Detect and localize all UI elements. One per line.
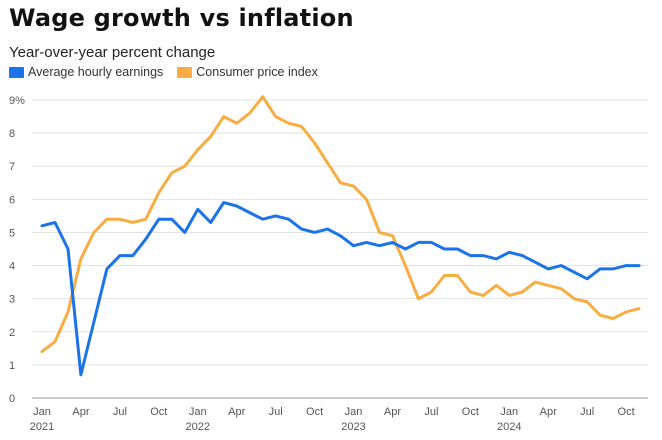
- x-tick-year-label: 2022: [186, 421, 210, 433]
- chart-title: Wage growth vs inflation: [9, 4, 354, 32]
- y-tick-label: 3: [9, 294, 15, 306]
- chart-subtitle: Year-over-year percent change: [9, 44, 216, 61]
- x-tick-label: Oct: [462, 406, 479, 418]
- y-axis-ticks: 0 1 2 3 4 5 6 7 8 9%: [9, 95, 25, 405]
- x-tick-label: Jul: [424, 406, 438, 418]
- series-line-average-hourly-earnings: [40, 201, 641, 377]
- y-tick-label: 9%: [9, 95, 25, 107]
- x-tick-label: Jan: [500, 406, 518, 418]
- legend-swatch-cpi: [177, 66, 193, 78]
- legend-item-wages: Average hourly earnings: [9, 65, 163, 79]
- legend-swatch-wages: [9, 66, 24, 78]
- x-tick-label: Jul: [113, 406, 127, 418]
- x-tick-label: Apr: [384, 406, 401, 418]
- x-tick-label: Oct: [306, 406, 323, 418]
- legend-item-cpi: Consumer price index: [177, 65, 318, 79]
- grid-lines: [32, 99, 648, 399]
- y-tick-label: 5: [9, 227, 15, 239]
- chart-legend: Average hourly earnings Consumer price i…: [9, 65, 332, 79]
- x-tick-label: Jul: [269, 406, 283, 418]
- x-tick-label: Jan: [189, 406, 207, 418]
- x-tick-label: Apr: [72, 406, 89, 418]
- x-axis-ticks: Jan 2021 Apr Jul Oct Jan 2022 Apr Jul Oct Jan 2023 A…: [30, 406, 635, 433]
- y-tick-label: 2: [9, 327, 15, 339]
- x-tick-label: Oct: [618, 406, 635, 418]
- series-lines: [40, 95, 641, 377]
- y-tick-label: 4: [9, 261, 15, 273]
- x-tick-year-label: 2021: [30, 421, 54, 433]
- legend-label-wages: Average hourly earnings: [28, 65, 164, 79]
- x-tick-label: Jul: [580, 406, 594, 418]
- x-tick-label: Jan: [33, 406, 51, 418]
- y-tick-label: 6: [9, 194, 15, 206]
- y-tick-label: 0: [9, 393, 15, 405]
- y-tick-label: 8: [9, 128, 15, 140]
- x-tick-label: Jan: [345, 406, 363, 418]
- x-tick-label: Apr: [228, 406, 245, 418]
- x-tick-year-label: 2024: [497, 421, 521, 433]
- x-tick-year-label: 2023: [341, 421, 365, 433]
- series-line-consumer-price-index: [40, 95, 641, 354]
- y-tick-label: 7: [9, 161, 15, 173]
- x-tick-label: Apr: [540, 406, 557, 418]
- y-tick-label: 1: [9, 360, 15, 372]
- x-tick-label: Oct: [150, 406, 167, 418]
- legend-label-cpi: Consumer price index: [196, 65, 318, 79]
